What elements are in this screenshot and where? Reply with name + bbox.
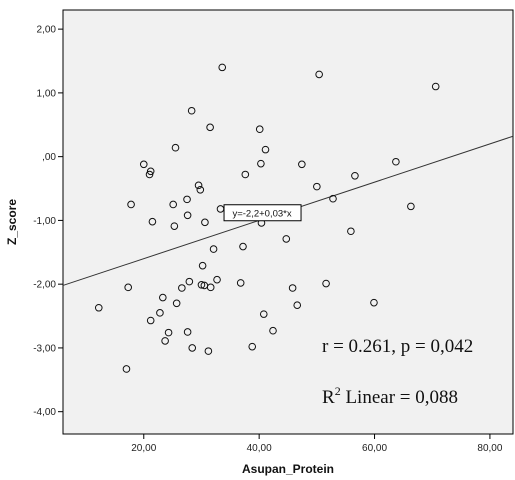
data-point xyxy=(269,326,277,335)
data-point xyxy=(259,310,268,318)
equation-box xyxy=(223,204,302,222)
data-point xyxy=(298,160,306,169)
y-tick-label: -2,00 xyxy=(33,280,56,291)
plot-area xyxy=(62,9,514,435)
data-point xyxy=(197,281,206,289)
data-point xyxy=(282,235,291,243)
data-point xyxy=(329,194,337,203)
x-tick-label: 40,00 xyxy=(247,443,272,454)
data-point xyxy=(161,337,169,345)
data-point xyxy=(145,170,154,179)
data-point xyxy=(146,167,155,176)
x-tick-label: 80,00 xyxy=(477,443,502,454)
data-point xyxy=(146,316,155,325)
x-axis-title: Asupan_Protein xyxy=(242,462,334,476)
y-tick-label: -4,00 xyxy=(33,407,56,418)
data-point xyxy=(159,293,167,302)
data-point xyxy=(164,328,173,337)
data-point xyxy=(241,170,250,179)
data-point xyxy=(218,63,227,72)
data-point xyxy=(257,159,265,168)
data-point xyxy=(185,277,194,286)
data-point xyxy=(351,171,359,180)
y-tick-label: -3,00 xyxy=(33,343,56,354)
data-point xyxy=(196,186,205,194)
data-point xyxy=(209,245,218,253)
data-point xyxy=(198,261,207,270)
data-point xyxy=(392,157,400,166)
r-squared-annotation: R2 Linear = 0,088 xyxy=(322,384,458,408)
correlation-annotation: r = 0.261, p = 0,042 xyxy=(322,336,473,357)
data-point xyxy=(236,279,245,287)
data-point xyxy=(322,279,330,288)
data-point xyxy=(183,328,192,336)
data-point xyxy=(248,342,257,351)
data-point xyxy=(255,125,264,134)
data-point xyxy=(313,182,321,191)
data-point xyxy=(194,181,203,190)
data-point xyxy=(187,106,196,115)
data-point xyxy=(293,301,302,310)
y-tick-label: -1,00 xyxy=(33,216,56,227)
data-point xyxy=(370,298,378,307)
data-point xyxy=(183,211,192,220)
x-tick-label: 20,00 xyxy=(131,443,156,454)
data-point xyxy=(122,365,131,373)
data-point xyxy=(148,217,157,226)
data-point xyxy=(139,160,148,169)
data-point xyxy=(188,344,197,352)
equation-label: y=-2,2+0,03*x xyxy=(232,208,291,219)
data-point xyxy=(213,275,221,284)
data-point xyxy=(239,242,247,251)
data-point xyxy=(407,202,415,211)
data-point xyxy=(315,70,323,79)
y-tick-label: 1,00 xyxy=(37,88,57,99)
data-point xyxy=(172,299,181,308)
data-point xyxy=(204,347,213,355)
x-tick-label: 60,00 xyxy=(362,443,387,454)
data-point xyxy=(183,195,191,204)
data-point xyxy=(178,284,186,292)
data-point xyxy=(206,283,215,292)
data-point xyxy=(169,200,177,209)
data-point xyxy=(94,303,103,312)
data-point xyxy=(124,283,132,292)
y-tick-label: ,00 xyxy=(42,152,56,163)
data-point xyxy=(201,218,209,227)
data-point xyxy=(171,143,180,152)
data-point xyxy=(431,82,440,91)
data-point xyxy=(156,309,164,317)
data-point xyxy=(288,284,297,292)
data-point xyxy=(261,145,270,154)
y-axis-title: Z_score xyxy=(5,199,19,245)
data-point xyxy=(127,200,135,209)
y-tick-label: 2,00 xyxy=(37,25,57,36)
data-point xyxy=(170,222,179,230)
data-point xyxy=(206,123,214,132)
data-point xyxy=(347,227,355,236)
